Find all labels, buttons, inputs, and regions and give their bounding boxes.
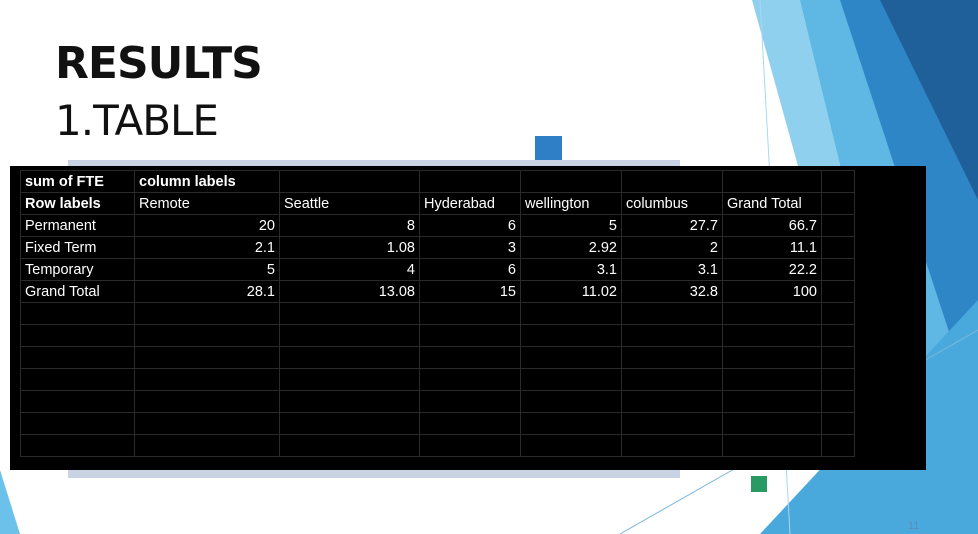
empty-row xyxy=(20,346,855,369)
table-cell: 3.1 xyxy=(621,258,723,281)
green-accent-square xyxy=(751,476,767,492)
table-row: Permanent 20 8 6 5 27.7 66.7 xyxy=(20,214,855,237)
table-row: Fixed Term 2.1 1.08 3 2.92 2 11.1 xyxy=(20,236,855,259)
table-cell: 2 xyxy=(621,236,723,259)
table-cell: 66.7 xyxy=(722,214,822,237)
row-labels-caption: Row labels xyxy=(20,192,135,215)
column-header: Grand Total xyxy=(722,192,822,215)
table-cell: 6 xyxy=(419,214,521,237)
empty-row xyxy=(20,302,855,325)
table-cell: 4 xyxy=(279,258,420,281)
table-cell: 20 xyxy=(134,214,280,237)
table-cell: 2.92 xyxy=(520,236,622,259)
table-cell: 5 xyxy=(520,214,622,237)
table-cell: 27.7 xyxy=(621,214,723,237)
slide-title: RESULTS xyxy=(55,38,263,89)
table-cell: 32.8 xyxy=(621,280,723,303)
table-cell: 8 xyxy=(279,214,420,237)
empty-row xyxy=(20,324,855,347)
column-header: wellington xyxy=(520,192,622,215)
table-cell: 1.08 xyxy=(279,236,420,259)
blue-accent-square xyxy=(535,136,562,161)
row-label: Temporary xyxy=(20,258,135,281)
column-header: Seattle xyxy=(279,192,420,215)
pivot-table: sum of FTE column labels Row labels Remo… xyxy=(20,170,855,457)
table-cell: 11.1 xyxy=(722,236,822,259)
table-cell: 100 xyxy=(722,280,822,303)
row-label: Fixed Term xyxy=(20,236,135,259)
row-label: Grand Total xyxy=(20,280,135,303)
table-row: Grand Total 28.1 13.08 15 11.02 32.8 100 xyxy=(20,280,855,303)
column-header: Remote xyxy=(134,192,280,215)
table-row: Temporary 5 4 6 3.1 3.1 22.2 xyxy=(20,258,855,281)
table-cell: 6 xyxy=(419,258,521,281)
corner-label: sum of FTE xyxy=(20,170,135,193)
empty-row xyxy=(20,368,855,391)
column-header: Hyderabad xyxy=(419,192,521,215)
table-cell: 15 xyxy=(419,280,521,303)
empty-row xyxy=(20,434,855,457)
empty-row xyxy=(20,390,855,413)
page-number: 11 xyxy=(908,520,920,532)
table-row: sum of FTE column labels xyxy=(20,170,855,193)
table-cell: 13.08 xyxy=(279,280,420,303)
slide-subtitle: 1.TABLE xyxy=(55,96,219,145)
table-row: Row labels Remote Seattle Hyderabad well… xyxy=(20,192,855,215)
empty-row xyxy=(20,412,855,435)
table-cell: 22.2 xyxy=(722,258,822,281)
column-labels-caption: column labels xyxy=(134,170,280,193)
table-cell: 11.02 xyxy=(520,280,622,303)
table-cell: 3.1 xyxy=(520,258,622,281)
pivot-table-sheet: sum of FTE column labels Row labels Remo… xyxy=(10,166,926,470)
table-cell: 3 xyxy=(419,236,521,259)
table-cell: 2.1 xyxy=(134,236,280,259)
row-label: Permanent xyxy=(20,214,135,237)
table-cell: 28.1 xyxy=(134,280,280,303)
table-cell: 5 xyxy=(134,258,280,281)
column-header: columbus xyxy=(621,192,723,215)
